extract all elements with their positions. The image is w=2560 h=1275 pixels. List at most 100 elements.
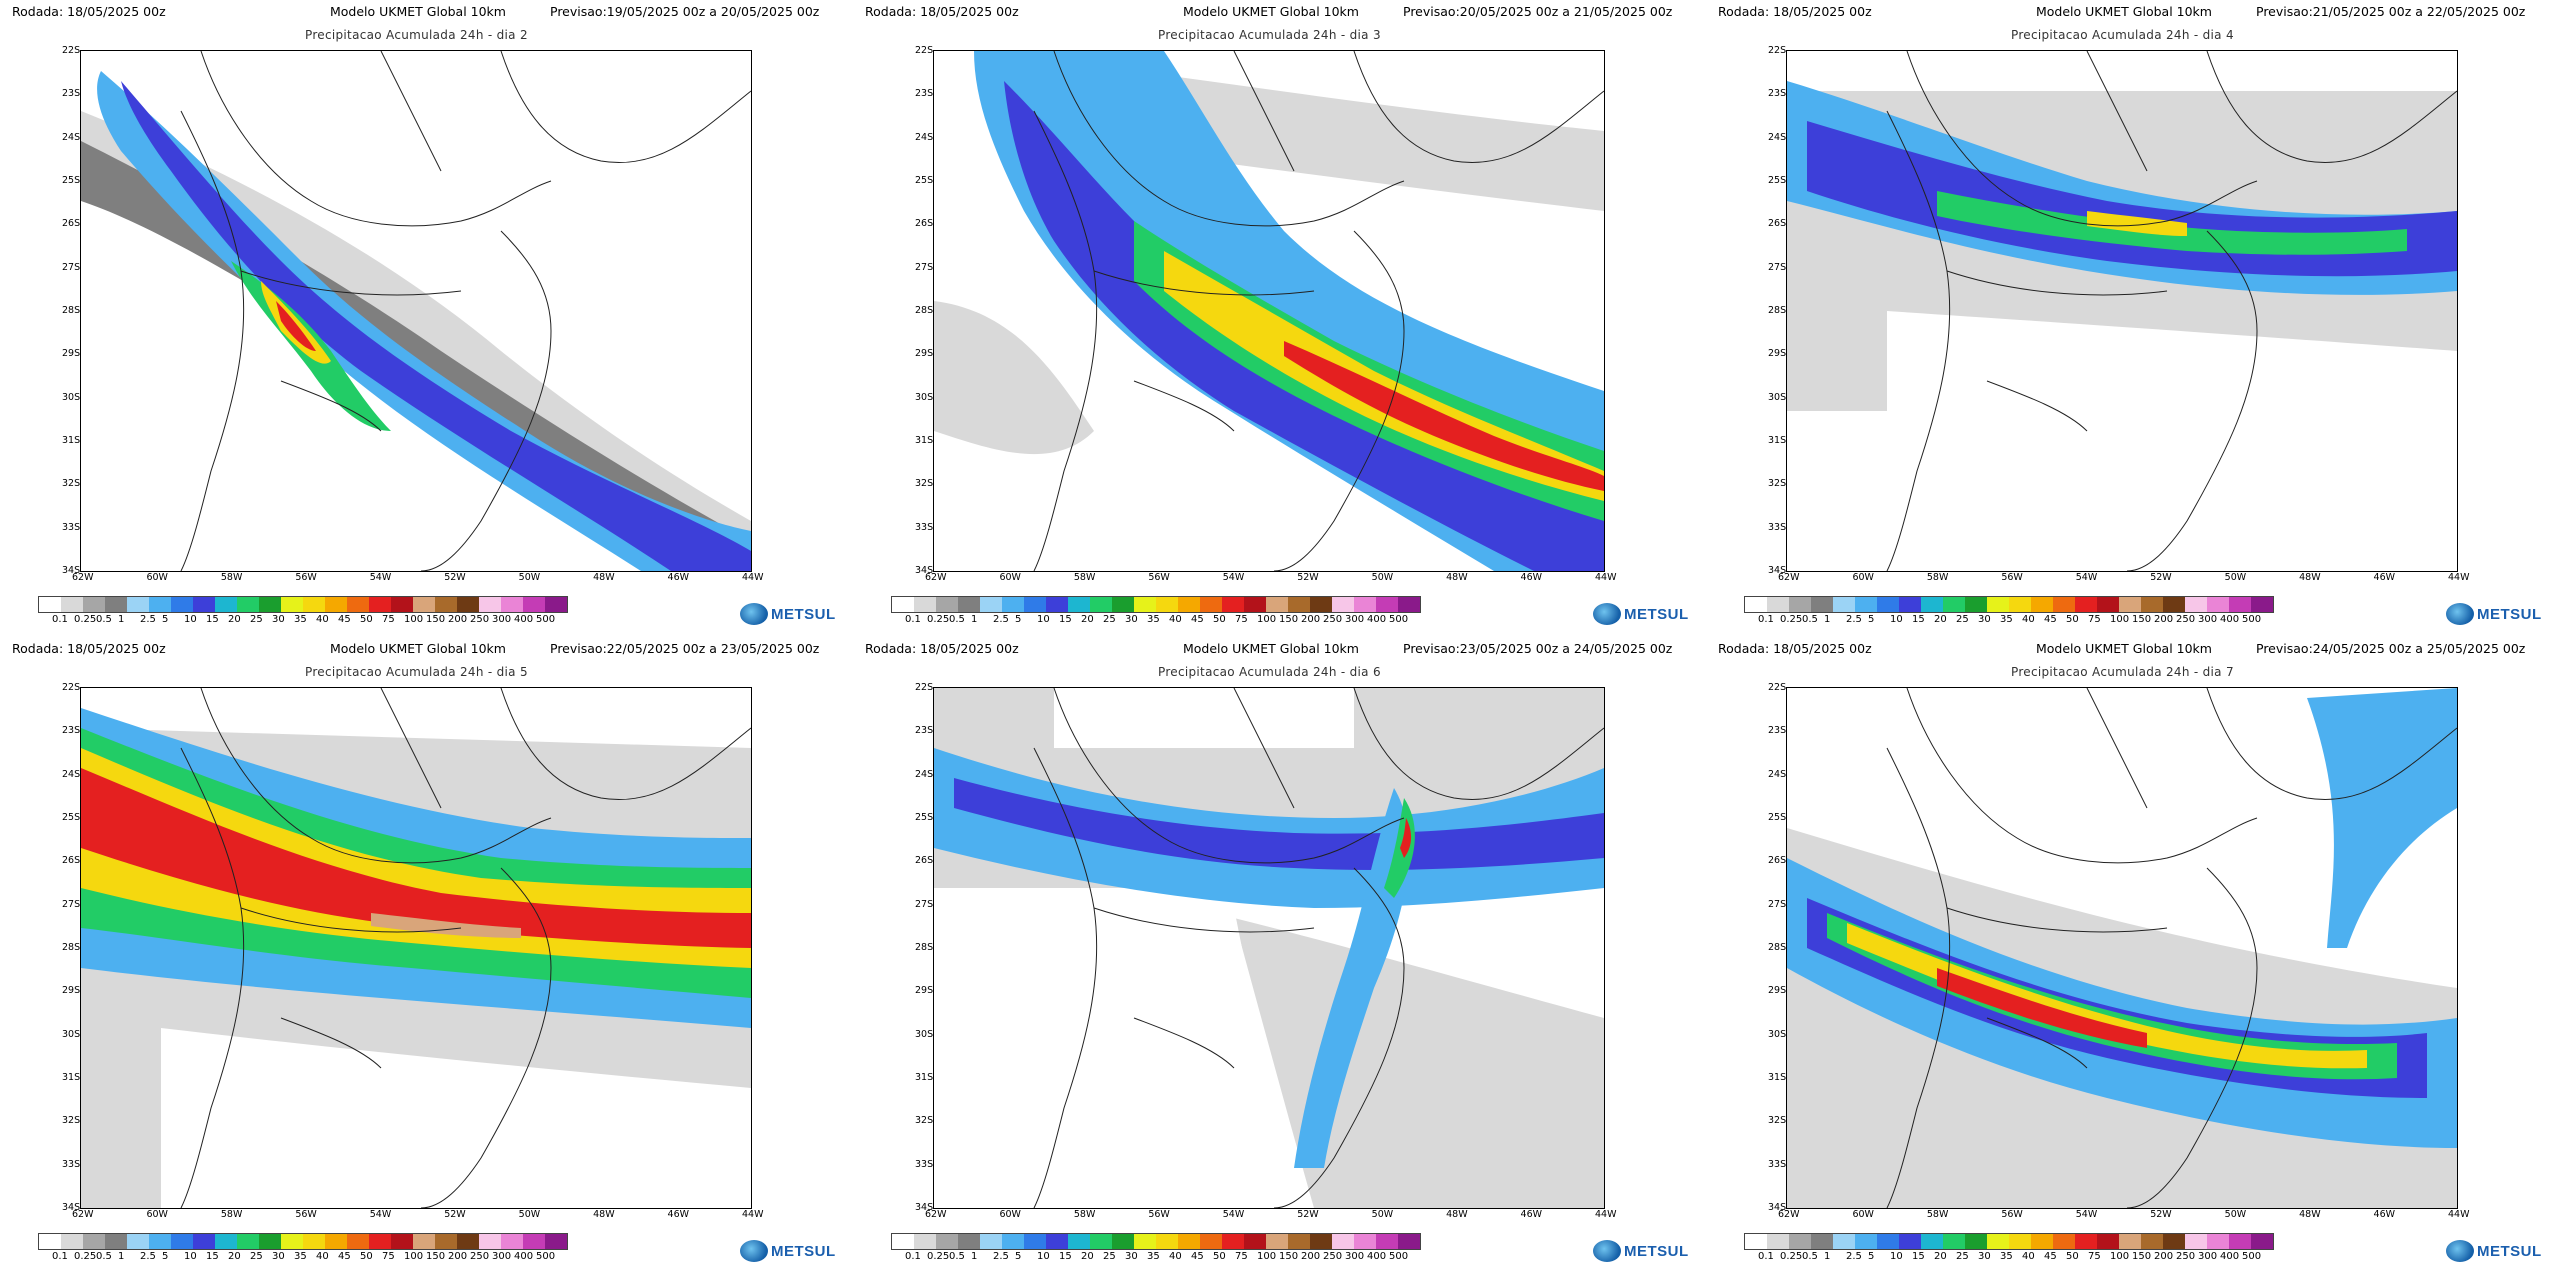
latitude-label: 31S [915,1072,934,1083]
legend-value: 10 [184,614,197,625]
latitude-label: 29S [915,348,934,360]
legend-swatch [1745,597,1767,612]
legend-value: 100 [404,614,424,625]
legend-value: 75 [1235,1251,1248,1262]
legend-value: 75 [382,1251,395,1262]
legend-value: 400 [514,614,534,625]
metsul-logo: METSUL [2446,603,2542,625]
latitude-label: 31S [1768,1072,1787,1083]
previsao-label: Previsao:21/05/2025 00z a 22/05/2025 00z [2256,4,2526,19]
legend-swatch [1921,597,1943,612]
legend-value: 0.5 [96,1251,112,1262]
legend-value: 0.5 [1802,614,1818,625]
latitude-label: 27S [62,898,81,910]
boundary-line [1906,51,2258,227]
latitude-label: 28S [915,305,934,316]
legend-swatch [2229,1234,2251,1249]
rodada-label: Rodada: 18/05/2025 00z [865,641,1019,656]
globe-icon [2446,603,2474,625]
legend-value: 25 [1103,1251,1116,1262]
boundary-line [1906,688,2258,864]
color-scale-legend [1744,596,2274,613]
longitude-label: 60W [1852,1209,1874,1220]
legend-swatch [2185,597,2207,612]
longitude-label: 48W [2299,1209,2321,1220]
boundary-line [2206,51,2457,163]
rain-contour [934,688,1354,1208]
longitude-label: 54W [1222,572,1245,583]
longitude-label: 62W [1778,572,1800,583]
legend-swatch [413,1234,435,1249]
legend-swatch [347,1234,369,1249]
latitude-label: 32S [62,478,81,490]
longitude-label: 50W [1371,572,1394,583]
legend-swatch [1178,597,1200,612]
precipitation-field [934,688,1604,1208]
boundary-line [2086,688,2148,809]
legend-value: 0.5 [96,614,112,625]
legend-value: 45 [338,614,351,625]
longitude-label: 58W [1926,572,1949,583]
latitude-label: 24S [915,131,934,143]
legend-swatch [1987,597,2009,612]
latitude-label: 33S [1768,521,1787,533]
latitude-label: 22S [1768,682,1787,693]
legend-swatch [2119,1234,2141,1249]
legend-swatch [1833,597,1855,612]
legend-swatch [1244,597,1266,612]
latitude-label: 28S [62,942,81,953]
latitude-label: 27S [1768,898,1787,910]
legend-swatch [1112,597,1134,612]
latitude-label: 33S [62,1158,81,1170]
legend-value: 75 [2088,614,2101,625]
longitude-label: 54W [2075,1209,2098,1220]
boundary-line [500,51,751,163]
latitude-label: 22S [915,682,934,693]
legend-value: 500 [2242,614,2262,625]
boundary-line [200,688,552,864]
legend-swatch [1288,597,1310,612]
legend-value: 20 [1081,1251,1094,1262]
legend-swatch [1288,1234,1310,1249]
legend-swatch [215,1234,237,1249]
legend-swatch [1943,1234,1965,1249]
metsul-logo: METSUL [740,1240,836,1262]
legend-value: 0.25 [1780,614,1803,625]
legend-value: 35 [1147,614,1160,625]
longitude-label: 46W [667,572,690,583]
legend-swatch [2251,1234,2273,1249]
latitude-label: 22S [1768,45,1787,56]
legend-value: 45 [2044,614,2057,625]
latitude-label: 23S [1768,88,1787,100]
legend-swatch [1134,1234,1156,1249]
legend-swatch [1833,1234,1855,1249]
latitude-label: 23S [62,88,81,100]
legend-value: 300 [2198,614,2218,625]
legend-swatch [171,1234,193,1249]
previsao-label: Previsao:19/05/2025 00z a 20/05/2025 00z [550,4,820,19]
legend-value: 25 [250,614,263,625]
latitude-label: 31S [1768,435,1787,446]
latitude-label: 23S [1768,725,1787,737]
legend-swatch [1200,597,1222,612]
legend-value: 400 [2220,1251,2240,1262]
legend-swatch [1266,597,1288,612]
longitude-label: 62W [72,1209,94,1220]
legend-value: 0.5 [1802,1251,1818,1262]
legend-value: 0.5 [949,1251,965,1262]
model-label: Modelo UKMET Global 10km [2036,641,2212,656]
longitude-label: 60W [1852,572,1874,583]
legend-value: 5 [1868,1251,1875,1262]
legend-value: 500 [536,1251,556,1262]
legend-value: 40 [316,614,329,625]
legend-value: 150 [426,614,446,625]
forecast-panel: Rodada: 18/05/2025 00z Modelo UKMET Globa… [1706,0,2559,637]
logo-text: METSUL [2477,605,2542,623]
legend-value: 40 [1169,614,1182,625]
legend-swatch [1354,1234,1376,1249]
forecast-panel: Rodada: 18/05/2025 00z Modelo UKMET Globa… [1706,637,2559,1274]
legend-value: 20 [228,614,241,625]
longitude-label: 54W [2075,572,2098,583]
boundary-line [1886,747,1951,1208]
precipitation-field [1787,688,2457,1208]
